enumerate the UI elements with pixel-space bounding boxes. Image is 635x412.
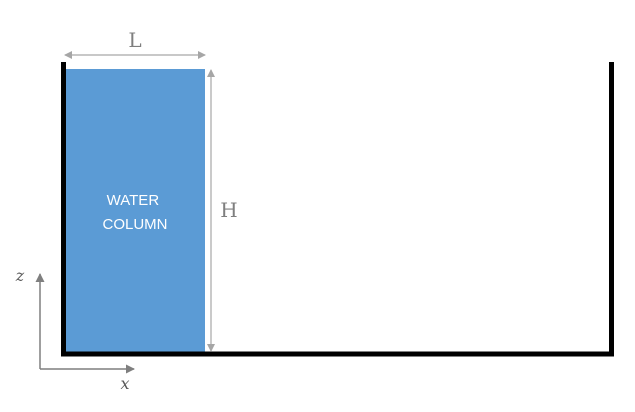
length-label: L (128, 28, 141, 52)
tank-walls (61, 62, 614, 357)
water-column-label: WATER COLUMN (102, 192, 167, 233)
z-axis-label: z (15, 266, 25, 285)
x-axis-label: x (120, 374, 129, 393)
height-label: H (220, 198, 237, 222)
water-column (66, 69, 205, 352)
